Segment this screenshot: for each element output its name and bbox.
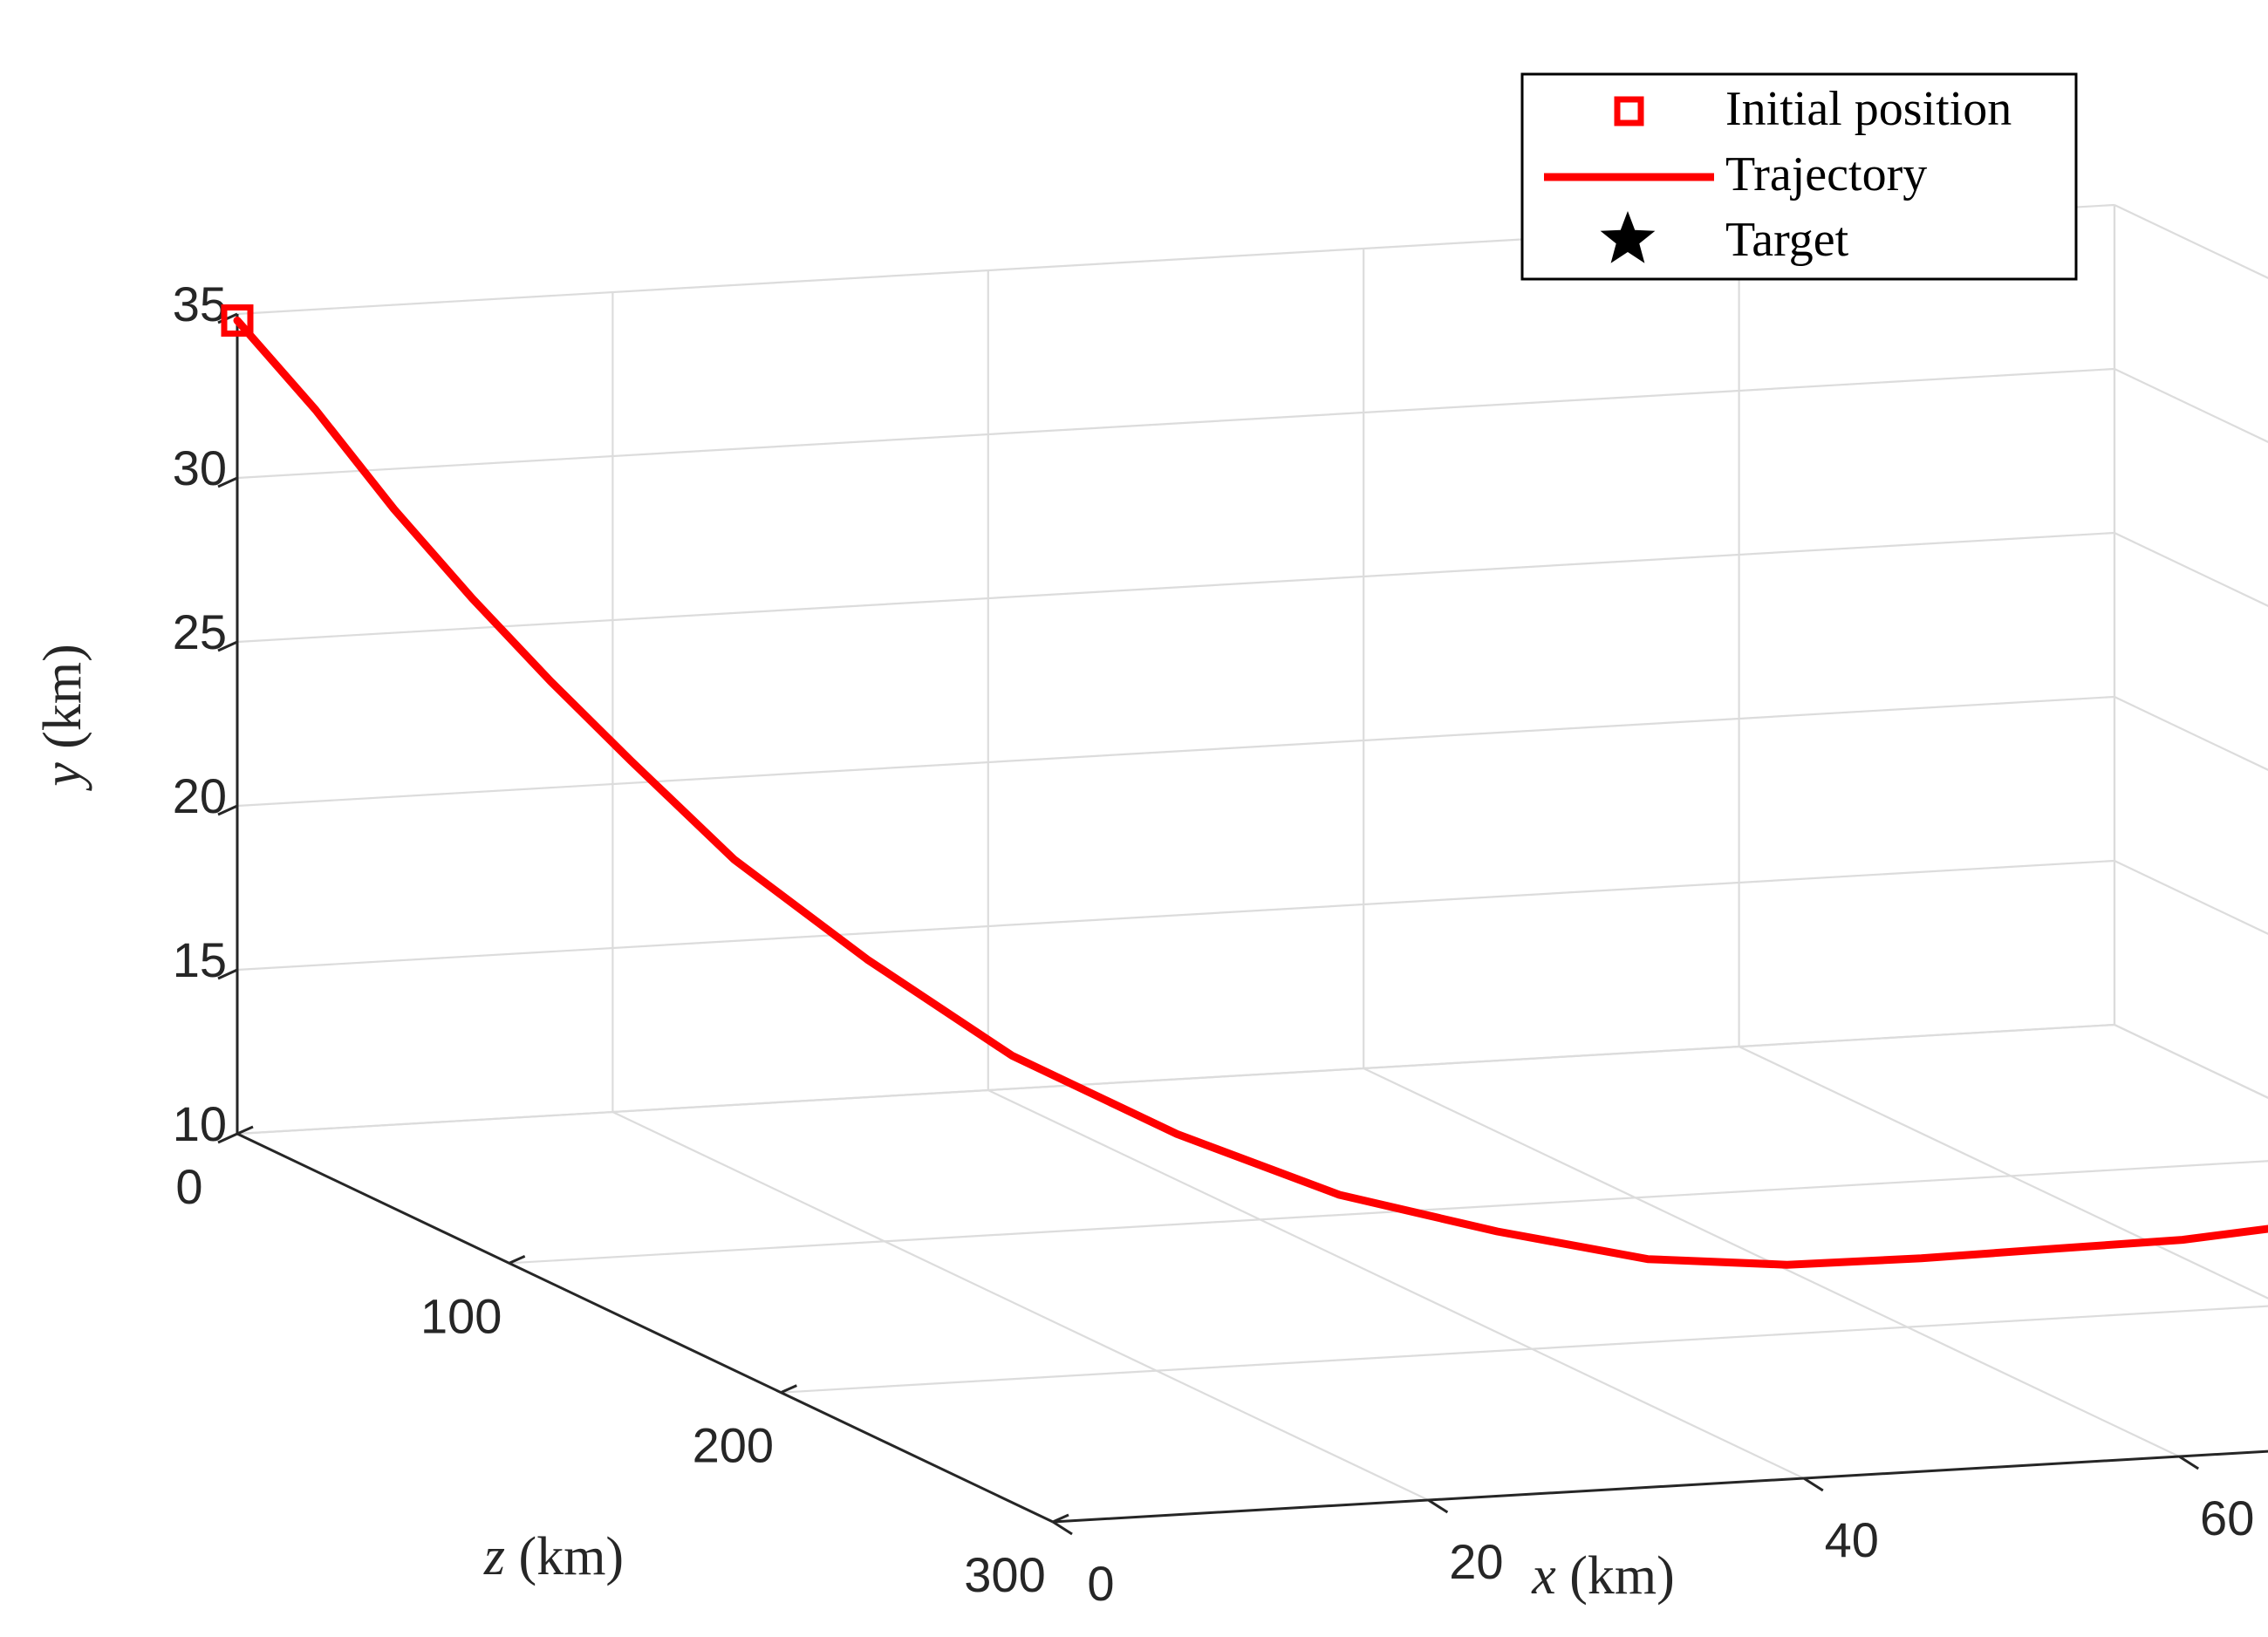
- series-layer: [221, 304, 2268, 1269]
- z-axis-label: z (km): [483, 1527, 624, 1586]
- z-tick-label: 0: [175, 1159, 202, 1214]
- z-tick: [509, 1254, 526, 1265]
- legend: Initial position Trajectory Target: [1520, 72, 2078, 281]
- legend-target-marker: [1600, 211, 1656, 263]
- trajectory-series-line: [233, 317, 2268, 1269]
- x-tick-label: 0: [1087, 1556, 1114, 1611]
- z-tick: [780, 1384, 797, 1395]
- grid-line-floor-z: [509, 1160, 2268, 1265]
- y-tick: [217, 640, 238, 652]
- x-tick-label: 40: [1825, 1512, 1879, 1567]
- legend-target-label: Target: [1725, 213, 1849, 267]
- x-tick-label: 60: [2200, 1490, 2254, 1545]
- legend-initial-marker: [1614, 96, 1644, 126]
- grid-line-side-y: [2114, 860, 2268, 935]
- z-tick: [1052, 1513, 1069, 1524]
- z-tick-label: 100: [420, 1288, 502, 1343]
- grid-line-side-y: [2114, 532, 2268, 607]
- grid-line-floor-x: [2114, 1024, 2268, 1099]
- tick-labels: 1015202530350100200300020406080100: [173, 276, 2255, 1611]
- y-tick-label: 10: [173, 1096, 227, 1151]
- x-tick: [2178, 1455, 2200, 1470]
- y-tick: [217, 804, 238, 816]
- legend-trajectory-label: Trajectory: [1725, 147, 1927, 201]
- grid-line-floor-x: [611, 1111, 1429, 1501]
- grid-line-side-y: [2114, 1024, 2268, 1099]
- grid-line-back-y: [236, 859, 2115, 972]
- y-tick-label: 25: [173, 604, 227, 659]
- z-tick-label: 300: [964, 1547, 1045, 1602]
- x-tick: [1052, 1520, 1073, 1536]
- grid-line-floor-z: [781, 1305, 2268, 1394]
- initial-position-marker: [221, 304, 254, 338]
- z-axis-line: [236, 1132, 1054, 1524]
- y-tick-label: 15: [173, 932, 227, 987]
- grid-line-floor-z: [1052, 1449, 2268, 1524]
- grid-line-back-y: [236, 367, 2115, 480]
- y-tick-label: 30: [173, 440, 227, 495]
- grid-line-side-y: [2114, 368, 2268, 443]
- y-axis-label: y (km): [33, 644, 92, 792]
- grid-lines: [236, 203, 2268, 1524]
- y-tick-label: 35: [173, 276, 227, 331]
- x-tick-label: 20: [1449, 1534, 1503, 1589]
- grid-line-back-y: [236, 1023, 2115, 1136]
- y-tick: [217, 968, 238, 980]
- z-tick-label: 200: [693, 1418, 774, 1473]
- x-axis-label: x (km): [1531, 1546, 1675, 1606]
- z-tick: [236, 1125, 254, 1136]
- y-tick: [217, 476, 238, 488]
- legend-initial-label: Initial position: [1725, 82, 2012, 136]
- grid-line-back-y: [236, 695, 2115, 808]
- x-axis-line: [1052, 1449, 2268, 1524]
- x-tick: [1802, 1477, 1824, 1492]
- x-tick: [1427, 1498, 1449, 1514]
- y-tick-label: 20: [173, 768, 227, 823]
- axes: [217, 312, 2268, 1536]
- y-tick: [217, 1132, 238, 1144]
- grid-line-side-y: [2114, 204, 2268, 279]
- grid-line-back-y: [236, 531, 2115, 644]
- grid-line-side-y: [2114, 696, 2268, 771]
- grid-line-floor-x: [987, 1089, 1805, 1479]
